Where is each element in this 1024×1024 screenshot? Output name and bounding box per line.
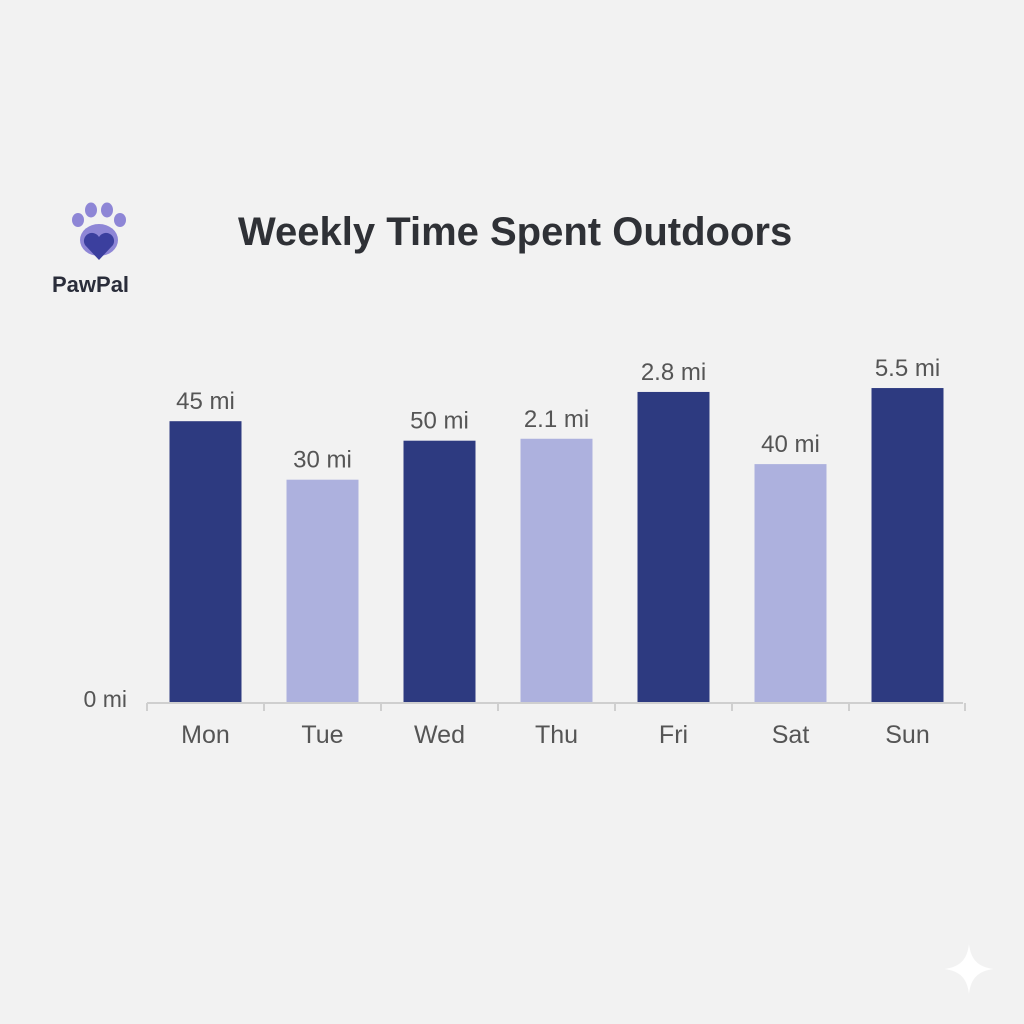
x-tick-label-wed: Wed bbox=[414, 721, 465, 749]
sparkle-icon bbox=[944, 944, 994, 994]
bar-thu bbox=[520, 438, 593, 702]
data-label-mon: 45 mi bbox=[176, 388, 235, 415]
data-label-sat: 40 mi bbox=[761, 431, 820, 458]
data-label-sun: 5.5 mi bbox=[875, 355, 940, 382]
data-label-thu: 2.1 mi bbox=[524, 406, 589, 433]
data-label-wed: 50 mi bbox=[410, 408, 469, 435]
bar-fri bbox=[637, 391, 710, 702]
bar-wed bbox=[403, 440, 476, 702]
data-label-fri: 2.8 mi bbox=[641, 359, 706, 386]
data-label-tue: 30 mi bbox=[293, 447, 352, 474]
brand-logo: PawPal bbox=[40, 200, 160, 300]
x-tick-label-fri: Fri bbox=[659, 721, 688, 749]
x-tick-label-tue: Tue bbox=[301, 721, 343, 749]
y-tick-label: 0 mi bbox=[84, 686, 127, 712]
x-tick-label-sat: Sat bbox=[772, 721, 810, 749]
x-tick-label-sun: Sun bbox=[885, 721, 929, 749]
chart-title: Weekly Time Spent Outdoors bbox=[238, 210, 793, 254]
bar-sat bbox=[754, 464, 827, 702]
bar-tue bbox=[286, 479, 359, 702]
bar-mon bbox=[169, 421, 242, 702]
brand-name: PawPal bbox=[52, 272, 130, 297]
bar-sun bbox=[871, 388, 944, 702]
paw-heart-icon bbox=[72, 202, 126, 260]
x-tick-label-thu: Thu bbox=[535, 721, 578, 749]
x-tick-label-mon: Mon bbox=[181, 721, 230, 749]
